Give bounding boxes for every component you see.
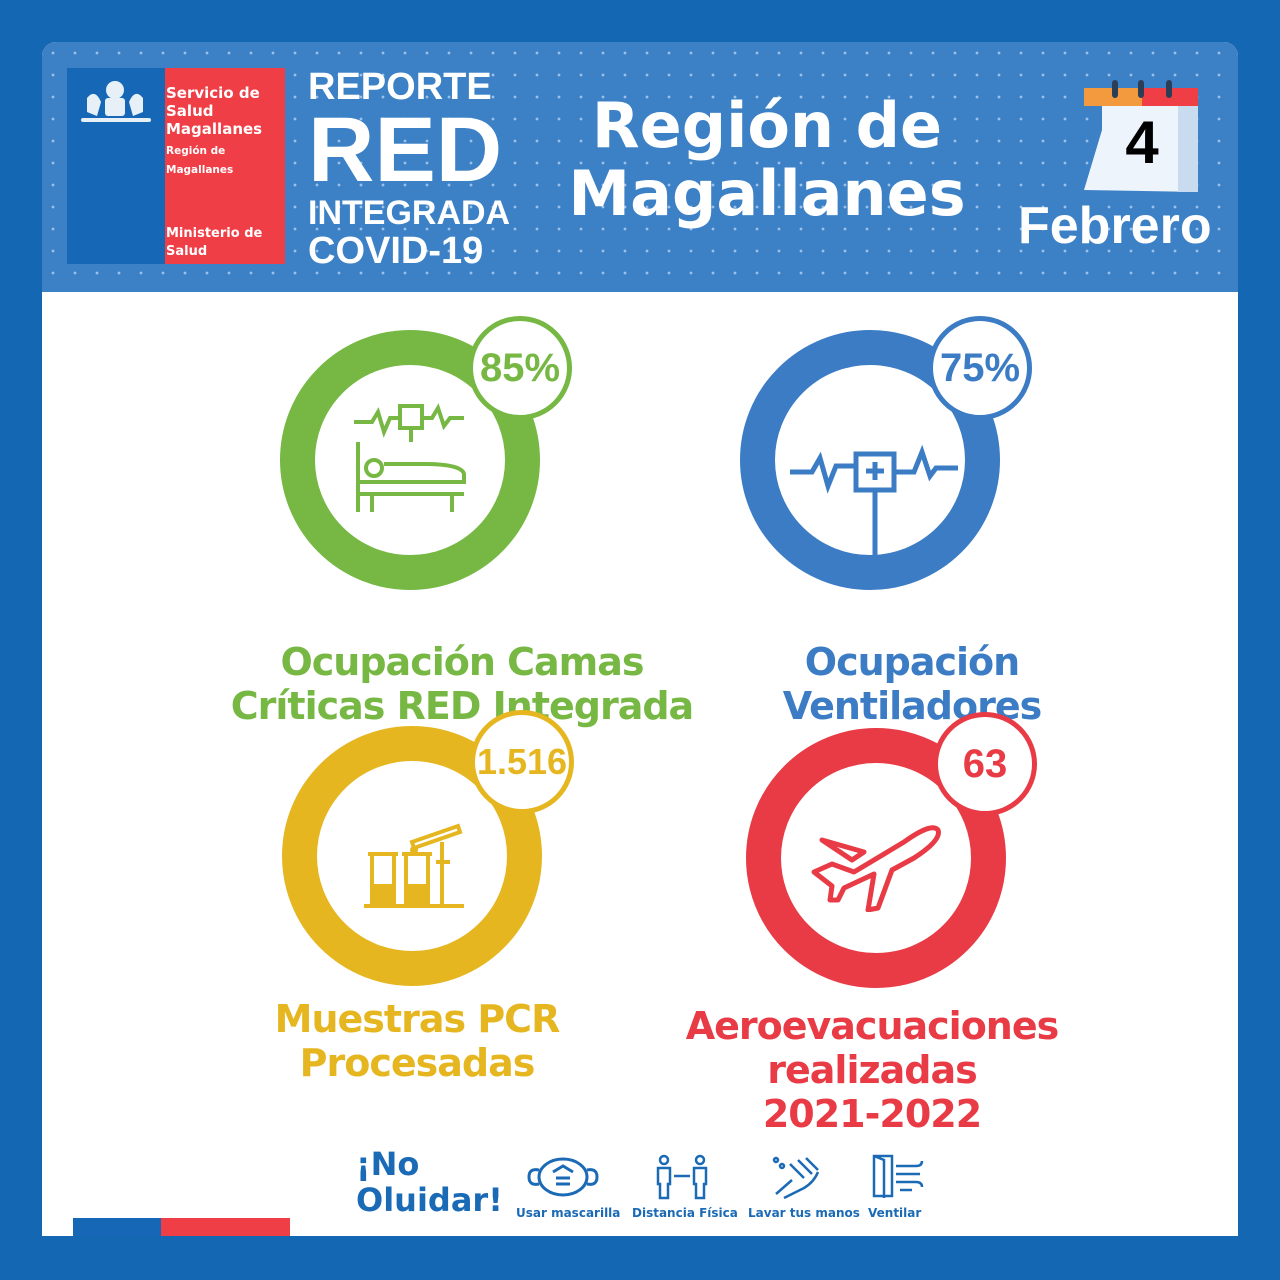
reminder-title-1: ¡No	[356, 1145, 420, 1183]
label-line: Aeroevacuaciones	[685, 1004, 1060, 1048]
reminder-title: ¡No Oluidar!	[356, 1146, 503, 1218]
metric-label-beds: Ocupación Camas Críticas RED Integrada	[192, 640, 732, 728]
metric-value-ventilators: 75%	[928, 316, 1032, 420]
label-line: 2021-2022	[762, 1092, 982, 1136]
metric-value-aeroevac: 63	[933, 712, 1037, 816]
test-tubes-icon	[364, 823, 464, 908]
metric-value-pcr: 1.516	[470, 710, 574, 814]
ventilate-icon	[872, 1154, 924, 1198]
logo-coat-of-arms	[67, 68, 165, 264]
label-line: Procesadas	[299, 1041, 536, 1085]
hand-wash-icon	[772, 1156, 820, 1200]
flag-stripe-blue	[73, 1218, 161, 1236]
region-title: Región de Magallanes	[542, 92, 992, 228]
reminder-mask: Usar mascarilla	[516, 1206, 621, 1220]
hospital-bed-icon	[354, 403, 466, 512]
report-integrada: INTEGRADA	[308, 194, 511, 232]
report-red: RED	[308, 99, 503, 201]
reminder-handwash: Lavar tus manos	[748, 1206, 860, 1220]
logo-ministry: Ministerio de Salud	[166, 226, 263, 259]
label-line: realizadas	[767, 1048, 977, 1092]
reminder-ventilate: Ventilar	[868, 1206, 922, 1220]
metric-label-aeroevac: Aeroevacuaciones realizadas 2021-2022	[632, 1004, 1112, 1136]
label-line: Ventiladores	[782, 684, 1042, 728]
mask-icon	[527, 1157, 599, 1197]
date-day: 4	[1125, 109, 1159, 176]
reminder-title-2: Oluidar!	[356, 1181, 503, 1219]
region-title-line1: Región de	[591, 89, 943, 162]
report-covid: COVID-19	[308, 230, 484, 272]
reminder-distance: Distancia Física	[632, 1206, 738, 1220]
logo-region-1: Región de	[166, 145, 226, 157]
logo-region-2: Magallanes	[166, 164, 234, 176]
infographic-panel: Servicio de Salud Magallanes Región de M…	[42, 42, 1238, 1236]
region-title-line2: Magallanes	[568, 157, 966, 230]
date-month: Febrero	[1018, 197, 1212, 255]
label-line: Muestras PCR	[274, 997, 561, 1041]
iv-monitor-icon	[790, 444, 958, 562]
label-line: Ocupación Camas	[280, 640, 644, 684]
metric-value-beds: 85%	[468, 316, 572, 420]
airplane-icon	[811, 825, 941, 912]
distance-icon	[656, 1154, 708, 1200]
calendar-icon: 4	[1084, 80, 1200, 198]
report-label: REPORTE	[308, 66, 492, 108]
label-line: Críticas RED Integrada	[230, 684, 694, 728]
metric-label-ventilators: Ocupación Ventiladores	[682, 640, 1142, 728]
flag-stripe-red	[161, 1218, 290, 1236]
logo-text-block: Servicio de Salud Magallanes Región de M…	[165, 68, 285, 264]
logo-service-name: Servicio de Salud Magallanes	[166, 84, 263, 138]
metric-label-pcr: Muestras PCR Procesadas	[222, 997, 612, 1085]
header: Servicio de Salud Magallanes Región de M…	[42, 42, 1238, 292]
coat-of-arms-icon	[81, 81, 151, 122]
label-line: Ocupación	[804, 640, 1020, 684]
